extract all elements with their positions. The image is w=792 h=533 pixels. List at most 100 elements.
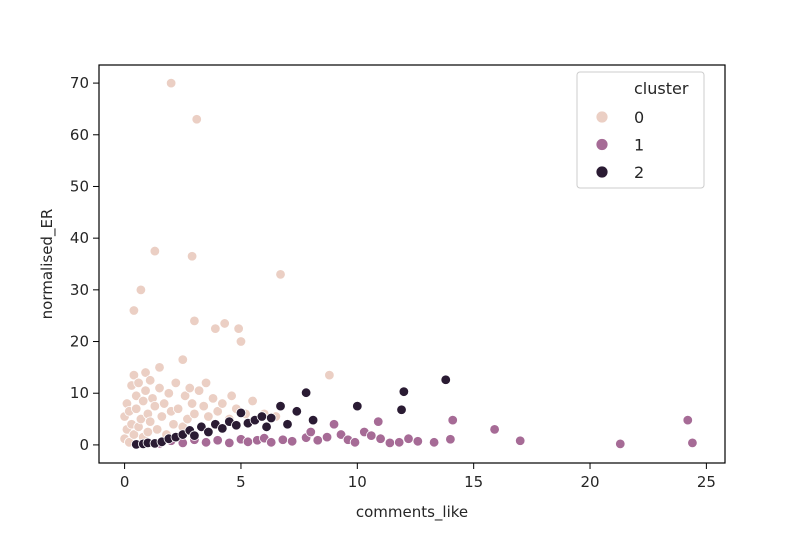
data-point-cluster-0 [235, 336, 247, 347]
data-point-cluster-0 [128, 305, 140, 316]
data-point-cluster-2 [352, 400, 363, 412]
data-point-cluster-0 [149, 245, 161, 257]
data-point-cluster-2 [235, 407, 247, 419]
data-point-cluster-0 [168, 419, 179, 430]
y-axis-label: normalised_ER [38, 209, 57, 320]
data-point-cluster-0 [203, 411, 214, 422]
data-point-cluster-1 [375, 433, 386, 444]
data-point-cluster-0 [156, 411, 168, 422]
data-point-cluster-2 [261, 421, 272, 433]
data-point-cluster-2 [307, 414, 319, 426]
data-point-cluster-1 [224, 437, 235, 449]
data-point-cluster-0 [193, 385, 205, 396]
y-tick-label: 30 [70, 281, 89, 299]
data-point-cluster-0 [189, 408, 200, 420]
data-point-cluster-0 [154, 362, 165, 373]
y-tick-label: 60 [70, 126, 89, 144]
data-point-cluster-1 [335, 429, 347, 440]
data-point-cluster-0 [324, 369, 335, 381]
data-point-cluster-1 [428, 437, 440, 448]
data-point-cluster-0 [135, 284, 147, 296]
data-point-cluster-2 [398, 386, 410, 397]
data-point-cluster-0 [158, 398, 170, 409]
data-point-cluster-1 [394, 437, 405, 448]
data-point-cluster-1 [687, 437, 698, 449]
x-tick-label: 10 [348, 473, 367, 491]
data-point-cluster-0 [140, 367, 151, 378]
y-tick-label: 40 [70, 229, 89, 247]
data-point-cluster-1 [312, 435, 323, 446]
data-point-cluster-0 [191, 114, 202, 125]
data-point-cluster-1 [212, 435, 223, 446]
data-point-cluster-0 [163, 388, 175, 399]
data-point-cluster-1 [286, 436, 298, 447]
y-tick-label: 10 [70, 384, 89, 402]
data-point-cluster-0 [217, 398, 228, 409]
data-point-cluster-1 [682, 414, 693, 426]
data-point-cluster-0 [247, 395, 258, 407]
data-point-cluster-2 [203, 426, 214, 438]
y-tick-label: 0 [79, 436, 89, 454]
legend-marker-cluster-0 [595, 110, 609, 124]
data-point-cluster-0 [186, 398, 198, 409]
data-point-cluster-0 [135, 413, 147, 425]
legend: cluster 0 1 2 [576, 71, 705, 189]
legend-marker-cluster-1 [595, 138, 609, 151]
data-point-cluster-2 [396, 404, 407, 415]
data-point-cluster-2 [282, 419, 293, 430]
data-point-cluster-0 [212, 406, 223, 417]
data-point-cluster-0 [219, 318, 230, 329]
data-point-cluster-1 [489, 424, 500, 435]
data-point-cluster-2 [300, 387, 312, 398]
data-point-cluster-2 [231, 420, 242, 431]
data-point-cluster-1 [200, 437, 212, 448]
data-point-cluster-0 [226, 390, 237, 402]
data-point-cluster-2 [196, 421, 207, 433]
x-ticks: 0 5 10 15 20 25 [120, 463, 716, 491]
x-tick-label: 25 [697, 473, 716, 491]
data-point-cluster-1 [403, 433, 414, 444]
data-point-cluster-2 [275, 400, 286, 412]
data-point-cluster-0 [207, 393, 219, 404]
y-tick-label: 70 [70, 74, 89, 92]
legend-box [576, 71, 705, 189]
points-layer [119, 77, 698, 450]
data-point-cluster-2 [266, 412, 277, 424]
data-point-cluster-0 [189, 315, 200, 327]
x-axis-label: comments_like [356, 503, 468, 522]
data-point-cluster-1 [515, 435, 526, 446]
data-point-cluster-1 [349, 437, 361, 448]
data-point-cluster-1 [615, 438, 626, 450]
data-point-cluster-1 [412, 436, 424, 447]
legend-marker-cluster-2 [595, 165, 609, 179]
data-point-cluster-0 [233, 323, 244, 334]
data-point-cluster-0 [184, 382, 195, 394]
data-point-cluster-1 [384, 437, 396, 449]
y-ticks: 0 10 20 30 40 50 60 70 [70, 74, 99, 454]
data-point-cluster-0 [128, 429, 140, 440]
legend-label-cluster-0: 0 [634, 108, 644, 127]
data-point-cluster-0 [172, 403, 184, 414]
data-point-cluster-2 [189, 430, 200, 441]
data-point-cluster-1 [366, 430, 377, 441]
data-point-cluster-0 [177, 354, 188, 365]
data-point-cluster-0 [182, 413, 193, 425]
data-point-cluster-2 [256, 411, 268, 422]
data-point-cluster-1 [266, 437, 277, 448]
y-tick-label: 50 [70, 177, 89, 195]
legend-title: cluster [634, 79, 689, 98]
y-tick-label: 20 [70, 333, 89, 351]
legend-items: 0 1 2 [595, 108, 644, 182]
data-point-cluster-2 [217, 423, 228, 434]
data-point-cluster-0 [138, 395, 149, 407]
data-point-cluster-1 [321, 431, 333, 443]
data-point-cluster-1 [328, 419, 340, 430]
data-point-cluster-2 [291, 406, 303, 417]
data-point-cluster-0 [186, 251, 198, 262]
data-point-cluster-1 [447, 414, 458, 426]
data-point-cluster-0 [144, 375, 156, 386]
data-point-cluster-0 [165, 77, 177, 89]
data-point-cluster-0 [198, 400, 209, 412]
